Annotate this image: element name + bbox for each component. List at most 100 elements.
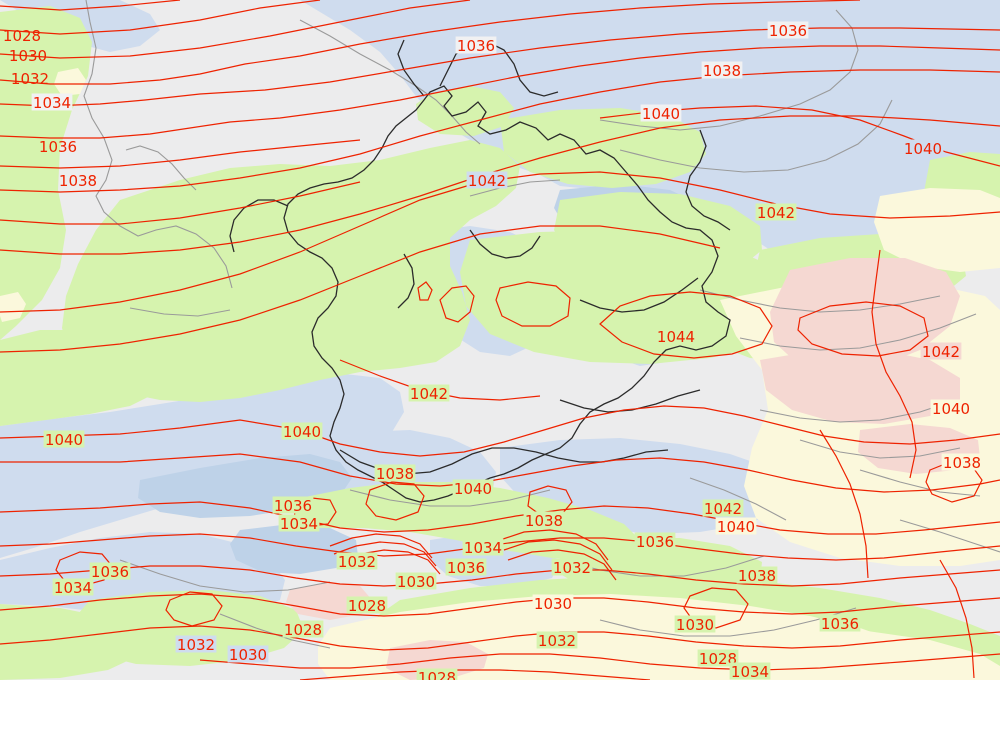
isobar-label-bg (702, 499, 744, 517)
shade-pink-east (770, 258, 960, 372)
isobar-label-bg (272, 496, 314, 514)
isobar-label: 1038 (525, 512, 563, 530)
isobar-closed-6 (683, 587, 749, 629)
isobar-label-bg (532, 594, 574, 612)
isobar-1034-nw (0, 0, 861, 85)
isobar-label: 1038 (738, 567, 776, 585)
river-12 (129, 307, 231, 317)
isobar-label: 1032 (338, 553, 376, 571)
coast-baltic2 (619, 99, 893, 173)
isobar-label-bg (282, 620, 324, 638)
isobar-label: 1030 (397, 573, 435, 591)
river-11 (469, 179, 561, 197)
shade-cream-small-left (0, 292, 26, 322)
isobar-label-bg (819, 614, 861, 632)
isobar-label: 1030 (676, 616, 714, 634)
isobar-label: 1034 (464, 539, 502, 557)
isobar-label: 1042 (468, 172, 506, 190)
isobar-label: 1030 (229, 646, 267, 664)
isobar-label-bg (729, 662, 771, 680)
isobar-label: 1030 (534, 595, 572, 613)
coast-se-line2 (739, 313, 977, 351)
isobar-vert-e2 (819, 429, 869, 579)
isobar-label-bg (175, 635, 217, 653)
isobar-label-bg (395, 572, 437, 590)
isobar-1032-nw (0, 0, 471, 59)
isobar-1042 (0, 171, 1000, 313)
isobar-label-bg (43, 430, 85, 448)
isobar-label: 1038 (59, 172, 97, 190)
isobar-label: 1044 (657, 328, 695, 346)
isobar-label: 1040 (283, 423, 321, 441)
river-6 (599, 607, 857, 637)
isobar-tight-4 (499, 529, 609, 561)
isobar-vert-e (871, 249, 917, 479)
isobar-bot-2 (299, 669, 651, 680)
isobar-label: 1032 (177, 636, 215, 654)
isobar-label-bg (278, 514, 320, 532)
isobar-label: 1040 (932, 400, 970, 418)
isobar-label-bg (281, 422, 323, 440)
isobar-label: 1036 (457, 37, 495, 55)
isobar-label-bg (445, 558, 487, 576)
isobar-label-bg (701, 61, 743, 79)
isobar-bot-1 (199, 653, 1000, 671)
isobar-closed-1 (365, 481, 425, 521)
isobar-label-bg (736, 566, 778, 584)
isobar-label: 1036 (821, 615, 859, 633)
shade-green-west-lower (0, 330, 164, 426)
isobar-1028-s (0, 625, 1000, 651)
isobar-label-bg (715, 517, 757, 535)
isobar-label-bg (674, 615, 716, 633)
map-canvas[interactable]: 1028 1030 1032 1034 1036 1038 1036 1036 1038 1040… (0, 0, 1000, 680)
isobar-closed-5 (55, 551, 113, 587)
isobar-label: 1042 (410, 385, 448, 403)
isobar-small-1 (439, 285, 475, 323)
isobar-label-bg (416, 668, 458, 680)
isobar-label: 1034 (731, 663, 769, 680)
isobar-label-bg (640, 104, 682, 122)
isobar-label: 1040 (904, 140, 942, 158)
isobar-layer (0, 0, 1000, 680)
isobar-label: 1042 (922, 343, 960, 361)
isobar-label: 1040 (454, 480, 492, 498)
coast-baltic (599, 9, 859, 131)
isobar-label: 1036 (39, 138, 77, 156)
border-inner-1 (469, 229, 541, 259)
isobar-label: 1028 (284, 621, 322, 639)
isobar-label-bg (697, 649, 739, 667)
isobar-label: 1034 (54, 579, 92, 597)
river-1 (759, 399, 957, 423)
isobar-label-bg (755, 203, 797, 221)
isobar-1032-s (0, 565, 1000, 587)
isobar-1044-core2 (797, 301, 929, 357)
isobar-label-layer: 1028103010321034103610381036103610381040… (3, 21, 983, 680)
isobar-label-bg (655, 327, 697, 345)
isobar-label: 1036 (274, 497, 312, 515)
isobar-label-bg (902, 139, 944, 157)
isobar-label-bg (455, 36, 497, 54)
isobar-1040-west (0, 405, 1000, 457)
border-at (559, 389, 701, 413)
coast-nw (83, 0, 233, 289)
shade-green-germany (62, 140, 520, 402)
isobar-1036b (0, 139, 361, 169)
isobar-label-bg (31, 93, 73, 111)
isobar-label: 1034 (33, 94, 71, 112)
isobar-label: 1038 (376, 465, 414, 483)
isobar-1044-core (599, 291, 773, 359)
isobar-label: 1042 (704, 500, 742, 518)
footer-bar: SLP tendency [hPa] ECMWF Mo 13-01-2025 1… (0, 680, 1000, 733)
isobar-diag-se (939, 559, 975, 679)
isobar-label-bg (941, 453, 983, 471)
isobar-label-bg (920, 342, 962, 360)
isobar-label: 1036 (91, 563, 129, 581)
isobar-label: 1036 (769, 22, 807, 40)
isobar-label: 1032 (538, 632, 576, 650)
isobar-tight-6 (507, 549, 617, 581)
coast-nw-inlet (125, 145, 197, 191)
isobar-1030-s (0, 593, 1000, 617)
isobar-label: 1042 (757, 204, 795, 222)
shade-cream-ne-corner (874, 188, 1000, 272)
